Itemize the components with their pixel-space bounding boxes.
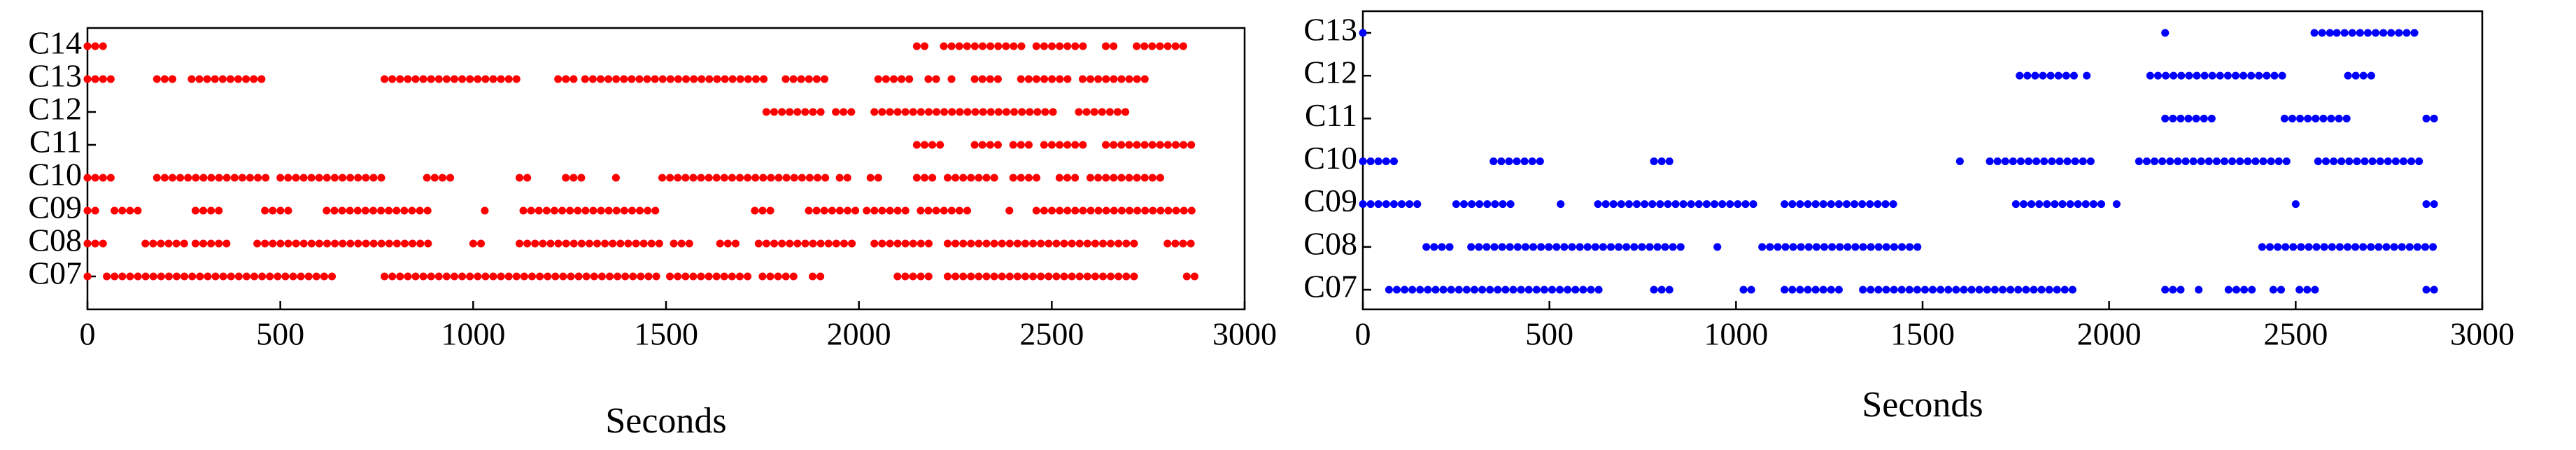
plot-frame: [86, 27, 1246, 311]
x-tick-label: 500: [256, 316, 304, 352]
y-tick-label: C07: [1303, 269, 1357, 304]
x-tick-label: 2500: [2263, 316, 2328, 352]
y-tick-label: C09: [1303, 183, 1357, 218]
y-tick-label: C14: [28, 25, 82, 61]
x-tick-label: 2500: [1019, 316, 1084, 352]
x-tick-label: 3000: [2450, 316, 2514, 352]
x-tick-label: 2000: [827, 316, 891, 352]
y-tick-label: C08: [1303, 225, 1357, 261]
x-tick-label: 1500: [634, 316, 698, 352]
x-tick-label: 1000: [441, 316, 505, 352]
y-tick-label: C11: [1305, 97, 1357, 133]
x-tick-label: 1500: [1890, 316, 1955, 352]
y-tick-label: C13: [28, 58, 82, 94]
x-tick-label: 0: [80, 316, 96, 352]
x-tick-label: 1000: [1704, 316, 1768, 352]
y-tick-label: C12: [1303, 55, 1357, 90]
y-tick-label: C09: [28, 190, 82, 225]
y-tick-label: C07: [28, 255, 82, 291]
y-tick-label: C10: [28, 157, 82, 192]
x-tick-label: 500: [1525, 316, 1573, 352]
y-tick-label: C12: [28, 91, 82, 127]
x-tick-label: 2000: [2077, 316, 2142, 352]
y-tick-label: C11: [29, 124, 82, 160]
x-axis-label: Seconds: [1862, 385, 1983, 425]
y-tick-label: C10: [1303, 140, 1357, 176]
x-axis-label: Seconds: [605, 401, 726, 441]
y-tick-label: C08: [28, 223, 82, 258]
x-tick-label: 3000: [1212, 316, 1277, 352]
x-tick-label: 0: [1355, 316, 1371, 352]
y-tick-label: C13: [1303, 12, 1357, 48]
